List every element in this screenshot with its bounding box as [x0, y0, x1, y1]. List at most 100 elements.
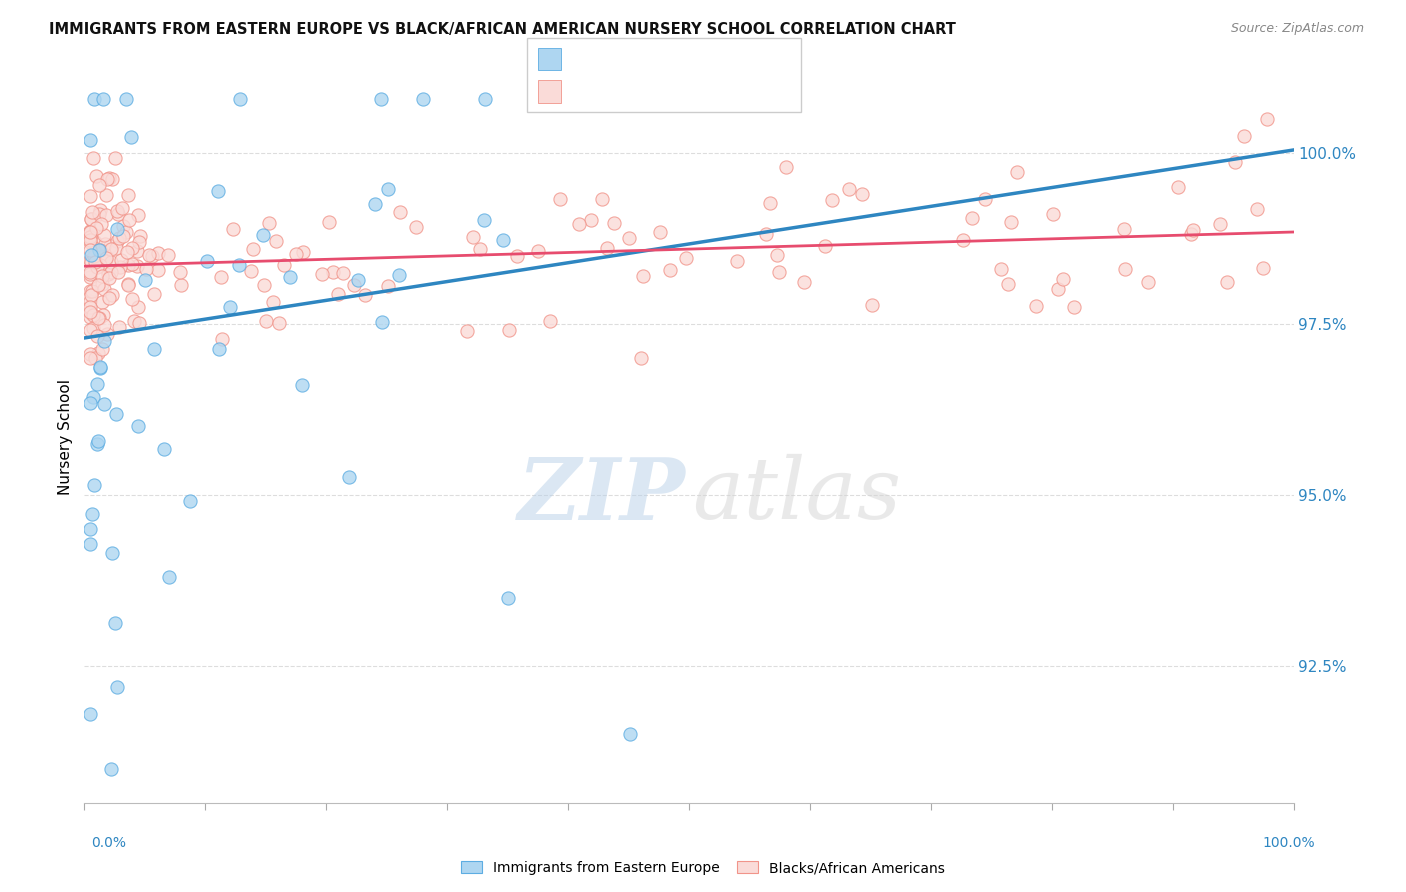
- Point: [110, 253, 132, 268]
- Point: [79, 300, 101, 314]
- Point: [79, 522, 101, 536]
- Point: [100, 242, 122, 256]
- Point: [1112, 221, 1135, 235]
- Point: [79, 223, 101, 237]
- Point: [377, 279, 399, 293]
- Point: [108, 260, 131, 274]
- Point: [79, 284, 101, 298]
- Point: [209, 270, 232, 285]
- Point: [80, 288, 103, 302]
- Point: [79, 225, 101, 239]
- Point: [388, 268, 411, 282]
- Point: [93, 248, 115, 262]
- Point: [84, 169, 107, 183]
- Point: [581, 212, 603, 227]
- Point: [82, 507, 104, 521]
- Point: [118, 213, 141, 227]
- Point: [79, 269, 101, 284]
- Point: [83, 241, 105, 255]
- Point: [568, 218, 591, 232]
- Point: [86, 328, 108, 343]
- Point: [252, 227, 274, 242]
- Point: [105, 234, 128, 248]
- Text: R =: R =: [569, 50, 606, 68]
- Point: [87, 310, 110, 325]
- Point: [107, 265, 129, 279]
- Point: [1007, 164, 1029, 178]
- Point: [83, 92, 105, 106]
- Text: 0.262: 0.262: [605, 82, 657, 100]
- Point: [1114, 261, 1136, 276]
- Point: [117, 277, 139, 291]
- Point: [79, 396, 101, 410]
- Point: [273, 258, 295, 272]
- Point: [89, 202, 111, 217]
- Point: [87, 346, 110, 360]
- Point: [530, 92, 553, 106]
- Point: [111, 219, 134, 234]
- Point: [472, 212, 495, 227]
- Point: [89, 243, 111, 257]
- Point: [90, 268, 112, 283]
- Point: [117, 277, 139, 292]
- Point: [343, 278, 366, 293]
- Point: [169, 277, 191, 292]
- Point: [285, 247, 308, 261]
- Point: [101, 288, 124, 302]
- Point: [91, 308, 114, 322]
- Point: [222, 221, 245, 235]
- Point: [291, 378, 314, 392]
- Point: [768, 265, 790, 279]
- Point: [120, 130, 142, 145]
- Point: [87, 434, 110, 448]
- Point: [851, 187, 873, 202]
- Point: [86, 437, 108, 451]
- Point: [96, 171, 118, 186]
- Point: [675, 251, 697, 265]
- Point: [370, 92, 392, 106]
- Point: [87, 207, 110, 221]
- Point: [990, 261, 1012, 276]
- Point: [952, 233, 974, 247]
- Point: [79, 265, 101, 279]
- Point: [94, 252, 117, 266]
- Point: [79, 230, 101, 244]
- Point: [127, 208, 149, 222]
- Point: [254, 314, 277, 328]
- Point: [89, 258, 111, 272]
- Legend: Immigrants from Eastern Europe, Blacks/African Americans: Immigrants from Eastern Europe, Blacks/A…: [456, 855, 950, 880]
- Text: Source: ZipAtlas.com: Source: ZipAtlas.com: [1230, 22, 1364, 36]
- Point: [79, 706, 101, 721]
- Point: [79, 323, 101, 337]
- Point: [84, 255, 107, 269]
- Point: [838, 182, 860, 196]
- Point: [117, 245, 139, 260]
- Point: [111, 229, 134, 244]
- Point: [96, 208, 118, 222]
- Point: [134, 273, 156, 287]
- Point: [506, 249, 529, 263]
- Point: [138, 248, 160, 262]
- Point: [97, 170, 120, 185]
- Point: [292, 245, 315, 260]
- Point: [412, 92, 434, 106]
- Point: [591, 192, 613, 206]
- Point: [228, 258, 250, 272]
- Point: [104, 151, 127, 165]
- Text: 0.297: 0.297: [605, 50, 658, 68]
- Point: [105, 222, 128, 236]
- Point: [93, 237, 115, 252]
- Point: [1180, 227, 1202, 241]
- Point: [117, 188, 139, 202]
- Point: [143, 343, 166, 357]
- Point: [179, 493, 201, 508]
- Point: [93, 334, 115, 349]
- Point: [86, 377, 108, 392]
- Point: [83, 351, 105, 366]
- Point: [107, 230, 129, 244]
- Point: [79, 133, 101, 147]
- Point: [617, 231, 640, 245]
- Point: [129, 228, 152, 243]
- Point: [195, 253, 218, 268]
- Point: [548, 192, 571, 206]
